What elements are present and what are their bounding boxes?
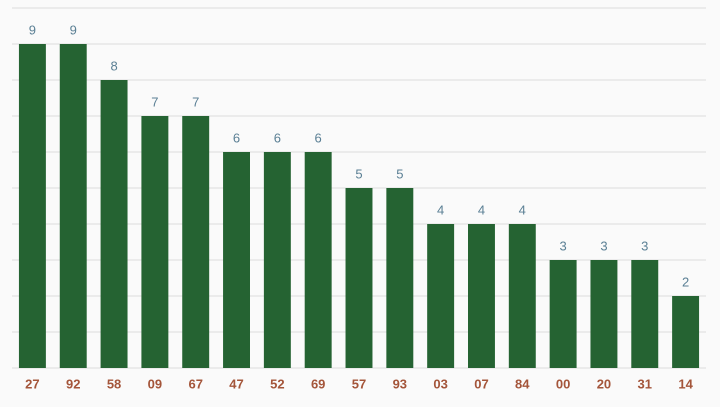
x-tick-label: 69 [311, 376, 325, 391]
value-label: 4 [519, 202, 526, 217]
x-tick-label: 00 [556, 376, 570, 391]
bar [100, 80, 128, 368]
bar [467, 224, 495, 368]
bar [223, 152, 251, 368]
value-label: 7 [192, 94, 199, 109]
x-tick-label: 09 [148, 376, 162, 391]
bar [549, 260, 577, 368]
value-label: 3 [560, 238, 567, 253]
value-label: 4 [437, 202, 444, 217]
bar [345, 188, 373, 368]
x-tick-label: 31 [638, 376, 652, 391]
value-label: 6 [233, 130, 240, 145]
bar [631, 260, 659, 368]
x-tick-label: 07 [474, 376, 488, 391]
value-label: 2 [682, 274, 689, 289]
bar [141, 116, 169, 368]
bar [263, 152, 291, 368]
value-label: 9 [29, 22, 36, 37]
x-tick-label: 57 [352, 376, 366, 391]
x-tick-label: 14 [678, 376, 693, 391]
bar [304, 152, 332, 368]
bar [18, 44, 46, 368]
bar [386, 188, 414, 368]
x-tick-label: 93 [393, 376, 407, 391]
value-label: 6 [315, 130, 322, 145]
value-label: 5 [355, 166, 362, 181]
x-tick-label: 67 [188, 376, 202, 391]
bar [672, 296, 700, 368]
x-tick-label: 52 [270, 376, 284, 391]
value-label: 6 [274, 130, 281, 145]
value-label: 3 [600, 238, 607, 253]
value-label: 9 [70, 22, 77, 37]
bar [427, 224, 455, 368]
bar [59, 44, 87, 368]
x-tick-label: 27 [25, 376, 39, 391]
x-tick-label: 20 [597, 376, 611, 391]
x-tick-label: 47 [229, 376, 243, 391]
x-tick-label: 84 [515, 376, 530, 391]
x-tick-label: 92 [66, 376, 80, 391]
value-label: 8 [110, 58, 117, 73]
value-label: 4 [478, 202, 485, 217]
x-tick-label: 03 [433, 376, 447, 391]
value-label: 3 [641, 238, 648, 253]
x-tick-label: 58 [107, 376, 121, 391]
bar [508, 224, 536, 368]
value-label: 7 [151, 94, 158, 109]
bar [182, 116, 210, 368]
bar [590, 260, 618, 368]
value-label: 5 [396, 166, 403, 181]
